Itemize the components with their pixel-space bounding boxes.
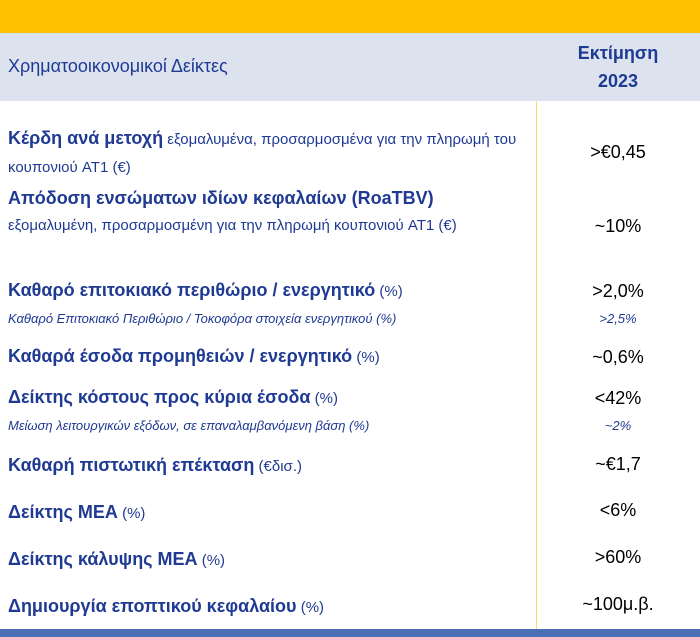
row-nim-title: Καθαρό επιτοκιακό περιθώριο / ενεργητικό: [8, 280, 376, 300]
row-eps-desc: εξομαλυμένα, προσαρμοσμένα για την πληρω…: [8, 131, 517, 176]
row-eps-label: Κέρδη ανά μετοχή εξομαλυμένα, προσαρμοσμ…: [8, 124, 528, 182]
row-capital-generation-unit: (%): [296, 599, 325, 616]
row-capital-generation-label: Δημιουργία εποπτικού κεφαλαίου (%): [8, 592, 528, 622]
row-npe-coverage-unit: (%): [197, 552, 226, 569]
row-npe-coverage-title: Δείκτης κάλυψης ΜΕΑ: [8, 549, 198, 569]
row-credit-expansion-title: Καθαρή πιστωτική επέκταση: [8, 455, 255, 475]
header-estimate-label: Εκτίμηση 2023: [536, 39, 700, 95]
row-nim-unit: (%): [375, 283, 403, 300]
row-cost-income-label: Δείκτης κόστους προς κύρια έσοδα (%): [8, 383, 528, 413]
row-nim-value: >2,0%: [592, 281, 644, 301]
row-rotbv-value: ~10%: [594, 216, 642, 236]
row-cost-income-title: Δείκτης κόστους προς κύρια έσοδα: [8, 387, 311, 407]
top-accent-bar: [0, 0, 700, 33]
row-cost-income-unit: (%): [310, 390, 338, 407]
row-rotbv-label: Απόδοση ενσώματων ιδίων κεφαλαίων (RoaTB…: [8, 184, 528, 240]
header-metrics-label: Χρηματοοικονομικοί Δείκτες: [8, 56, 228, 76]
header-estimate-year: 2023: [597, 71, 639, 91]
row-npe-ratio-unit: (%): [117, 505, 146, 522]
table-header: Χρηματοοικονομικοί Δείκτες Εκτίμηση 2023: [0, 33, 700, 101]
row-capital-generation-title: Δημιουργία εποπτικού κεφαλαίου: [8, 596, 297, 616]
row-cost-income-sub: Μείωση λειτουργικών εξόδων, σε επαναλαμβ…: [8, 418, 370, 433]
bottom-accent-bar: [0, 629, 700, 637]
row-nim-sub: Καθαρό Επιτοκιακό Περιθώριο / Τοκοφόρα σ…: [8, 311, 397, 326]
row-npe-ratio-value: <6%: [599, 500, 637, 520]
column-divider: [536, 101, 537, 631]
row-rotbv-desc: εξομαλυμένη, προσαρμοσμένη για την πληρω…: [8, 217, 457, 234]
row-capital-generation-value: ~100μ.β.: [582, 594, 654, 614]
row-credit-expansion-unit: (€δισ.): [254, 458, 302, 475]
row-nim-label: Καθαρό επιτοκιακό περιθώριο / ενεργητικό…: [8, 276, 528, 306]
row-credit-expansion-label: Καθαρή πιστωτική επέκταση (€δισ.): [8, 451, 528, 481]
row-fees-label: Καθαρά έσοδα προμηθειών / ενεργητικό (%): [8, 342, 528, 372]
row-fees-unit: (%): [352, 349, 380, 366]
row-eps-title: Κέρδη ανά μετοχή: [8, 128, 164, 148]
row-nim-sub-value: >2,5%: [599, 311, 637, 326]
row-eps-value: >€0,45: [590, 142, 646, 162]
row-npe-coverage-value: >60%: [594, 547, 642, 567]
header-estimate-line1: Εκτίμηση: [577, 43, 659, 63]
row-rotbv-title: Απόδοση ενσώματων ιδίων κεφαλαίων (RoaTB…: [8, 188, 434, 208]
row-fees-title: Καθαρά έσοδα προμηθειών / ενεργητικό: [8, 346, 353, 366]
row-fees-value: ~0,6%: [592, 347, 644, 367]
row-npe-ratio-label: Δείκτης ΜΕΑ (%): [8, 498, 528, 528]
row-cost-income-value: <42%: [594, 388, 642, 408]
row-npe-coverage-label: Δείκτης κάλυψης ΜΕΑ (%): [8, 545, 528, 575]
row-cost-income-sub-value: ~2%: [604, 418, 632, 433]
row-credit-expansion-value: ~€1,7: [595, 454, 641, 474]
row-npe-ratio-title: Δείκτης ΜΕΑ: [8, 502, 118, 522]
